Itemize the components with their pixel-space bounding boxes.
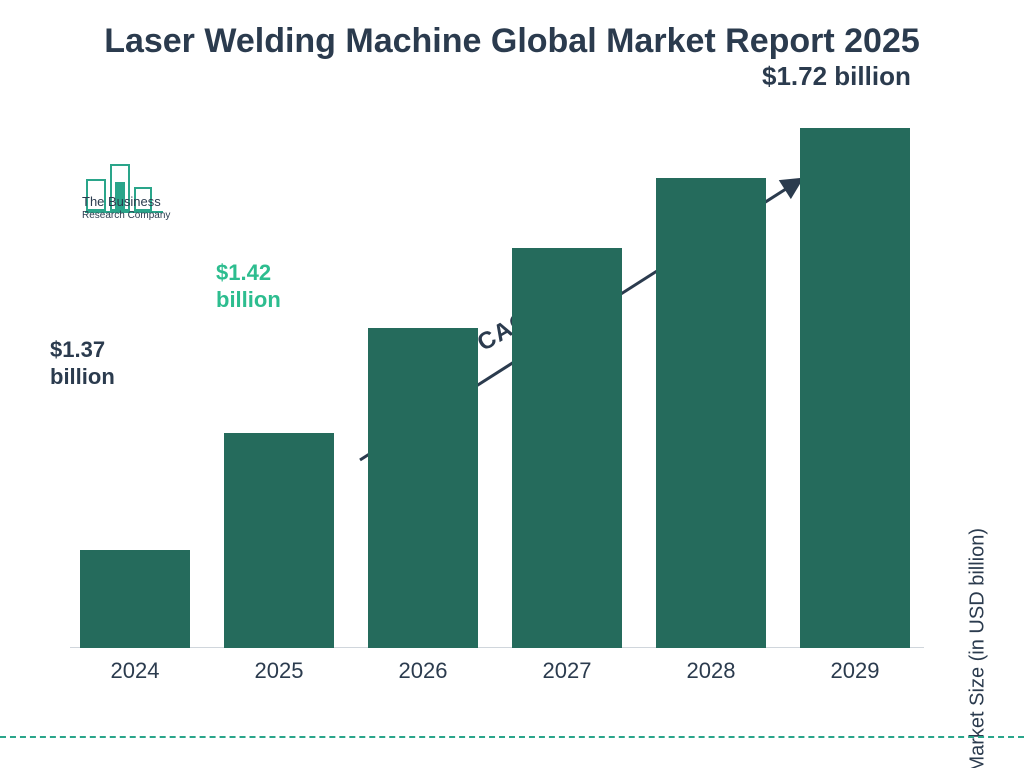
chart-title: Laser Welding Machine Global Market Repo… [0, 20, 1024, 63]
plot-area: CAGR 4.8% 202420252026202720282029 $1.37… [70, 130, 944, 648]
bottom-dashed-line [0, 736, 1024, 738]
x-tick-label: 2029 [800, 658, 910, 684]
title-text: Laser Welding Machine Global Market Repo… [104, 22, 920, 60]
value-label: $1.42billion [216, 260, 281, 313]
y-axis-label: Market Size (in USD billion) [967, 528, 990, 768]
value-label: $1.37billion [50, 337, 115, 390]
x-tick-label: 2028 [656, 658, 766, 684]
bar-2025 [224, 433, 334, 648]
x-tick-label: 2025 [224, 658, 334, 684]
bar-chart: CAGR 4.8% 202420252026202720282029 $1.37… [70, 130, 944, 688]
x-tick-label: 2026 [368, 658, 478, 684]
bar-2026 [368, 328, 478, 648]
bar-2027 [512, 248, 622, 648]
bar-2028 [656, 178, 766, 648]
x-tick-label: 2027 [512, 658, 622, 684]
bar-2029 [800, 128, 910, 648]
x-tick-label: 2024 [80, 658, 190, 684]
value-label: $1.72 billion [762, 61, 911, 92]
bar-2024 [80, 550, 190, 648]
